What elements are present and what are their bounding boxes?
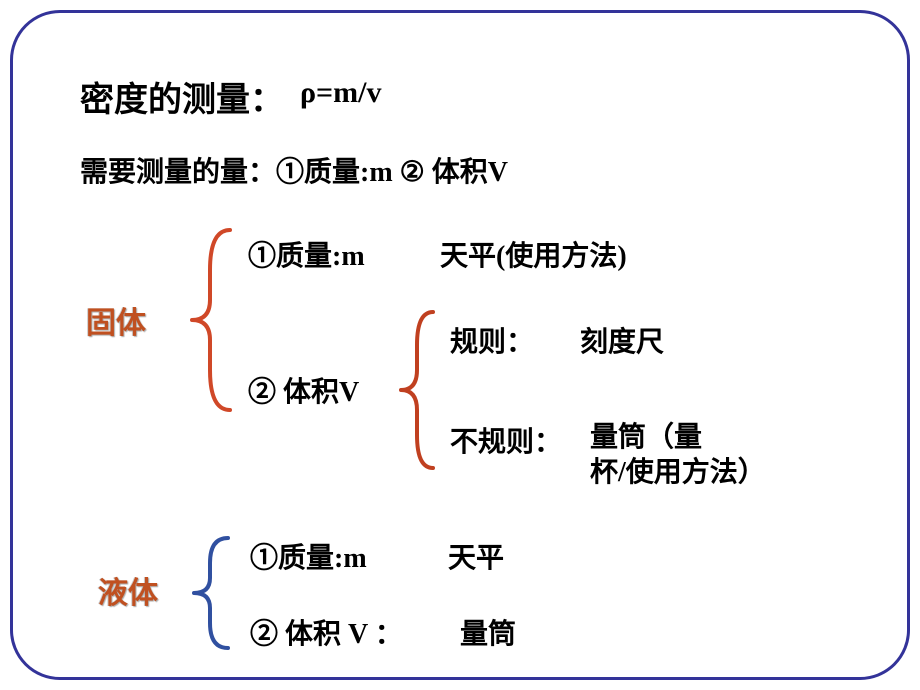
liquid-mass-label: ①质量:m — [250, 536, 367, 576]
liquid-category-label: 液体 — [98, 568, 158, 612]
volume-regular-label: 规则： — [450, 320, 534, 360]
volume-irregular-tool: 量筒（量杯/使用方法） — [590, 420, 766, 490]
liquid-mass-tool: 天平 — [448, 536, 504, 576]
slide-content: 密度的测量： ρ=m/v 需要测量的量：①质量:m ② 体积V 固体 ①质量:m… — [0, 0, 920, 690]
liquid-volume-tool: 量筒 — [460, 612, 516, 652]
density-formula: ρ=m/v — [300, 76, 381, 110]
liquid-volume-label: ② 体积 V ： — [250, 612, 403, 652]
volume-regular-tool: 刻度尺 — [580, 320, 664, 360]
slide-title: 密度的测量： — [80, 72, 284, 121]
volume-irregular-label: 不规则： — [450, 420, 562, 460]
measured-quantities: 需要测量的量：①质量:m ② 体积V — [80, 150, 508, 190]
brace-solid — [180, 220, 240, 420]
solid-volume-label: ② 体积V — [248, 370, 359, 410]
solid-mass-tool: 天平(使用方法) — [440, 234, 627, 274]
solid-mass-label: ①质量:m — [248, 234, 365, 274]
solid-category-label: 固体 — [86, 298, 146, 342]
brace-solid-volume — [390, 300, 445, 480]
brace-liquid — [180, 528, 240, 658]
